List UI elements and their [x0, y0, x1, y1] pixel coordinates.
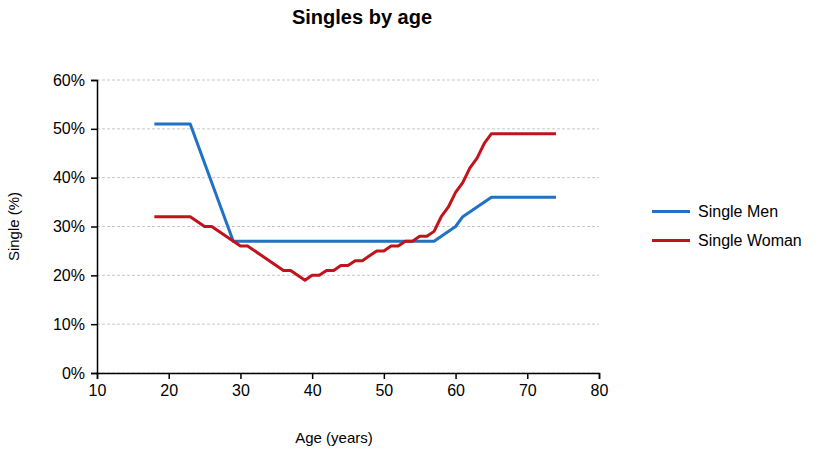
- grid-line: [97, 177, 599, 178]
- series-group: [154, 124, 556, 280]
- x-tick: 80: [591, 373, 609, 399]
- x-tick: 10: [89, 373, 107, 399]
- series-line: [154, 134, 556, 280]
- y-tick: 10%: [53, 316, 97, 333]
- chart: 0% 10% 20% 30% 40% 50% 60% 10 20 30 40 50 60 70 80 Sing…: [0, 0, 832, 455]
- y-tick-label: 60%: [53, 72, 85, 89]
- y-tick-label: 40%: [53, 169, 85, 186]
- legend-swatch: [652, 239, 690, 242]
- x-axis: 10 20 30 40 50 60 70 80: [89, 373, 609, 399]
- x-tick-mark: [97, 373, 99, 379]
- grid-line: [97, 324, 599, 325]
- y-axis: 0% 10% 20% 30% 40% 50% 60%: [53, 72, 98, 382]
- x-tick-label: 50: [375, 382, 393, 399]
- x-tick-label: 40: [304, 382, 322, 399]
- y-tick-mark: [91, 80, 97, 82]
- y-tick-label: 0%: [62, 365, 85, 382]
- y-tick: 40%: [53, 169, 97, 186]
- y-tick-label: 50%: [53, 120, 85, 137]
- x-tick-mark: [168, 373, 170, 379]
- y-tick-mark: [91, 275, 97, 277]
- y-tick-mark: [91, 324, 97, 326]
- x-tick-mark: [527, 373, 529, 379]
- legend-swatch: [652, 210, 690, 213]
- y-axis-line: [91, 81, 98, 374]
- x-tick-label: 80: [591, 382, 609, 399]
- y-tick: 30%: [53, 218, 97, 235]
- x-tick: 20: [160, 373, 178, 399]
- title: Singles by age: [292, 6, 432, 28]
- x-tick: 50: [375, 373, 393, 399]
- x-tick-mark: [455, 373, 457, 379]
- y-tick: 60%: [53, 72, 97, 89]
- x-tick-mark: [240, 373, 242, 379]
- y-axis-title: Single (%): [5, 192, 22, 261]
- y-tick-label: 10%: [53, 316, 85, 333]
- grid: [97, 80, 599, 373]
- grid-line: [97, 226, 599, 227]
- x-tick-label: 30: [232, 382, 250, 399]
- y-tick: 50%: [53, 120, 97, 137]
- y-tick-label: 20%: [53, 267, 85, 284]
- legend: Single Men Single Woman: [652, 203, 802, 249]
- x-tick: 60: [447, 373, 465, 399]
- x-tick: 40: [304, 373, 322, 399]
- x-tick-mark: [599, 373, 601, 379]
- y-tick-mark: [91, 373, 97, 375]
- x-tick-label: 60: [447, 382, 465, 399]
- series-line: [154, 124, 556, 241]
- x-tick-mark: [384, 373, 386, 379]
- y-tick-mark: [91, 177, 97, 179]
- x-axis-title: Age (years): [295, 429, 373, 446]
- grid-line: [97, 275, 599, 276]
- y-tick-mark: [91, 129, 97, 131]
- y-tick-mark: [91, 226, 97, 228]
- plot: 0% 10% 20% 30% 40% 50% 60% 10 20 30 40 50 60 70 80: [53, 72, 609, 400]
- x-tick-mark: [312, 373, 314, 379]
- x-tick-label: 20: [160, 382, 178, 399]
- grid-line: [97, 128, 599, 129]
- legend-label: Single Woman: [698, 232, 802, 249]
- x-tick: 70: [519, 373, 537, 399]
- x-tick-label: 10: [89, 382, 107, 399]
- legend-label: Single Men: [698, 203, 778, 220]
- x-tick-label: 70: [519, 382, 537, 399]
- y-tick: 20%: [53, 267, 97, 284]
- y-tick: 0%: [62, 365, 97, 382]
- x-tick: 30: [232, 373, 250, 399]
- x-axis-line: [98, 374, 600, 380]
- y-tick-label: 30%: [53, 218, 85, 235]
- grid-line: [97, 80, 599, 81]
